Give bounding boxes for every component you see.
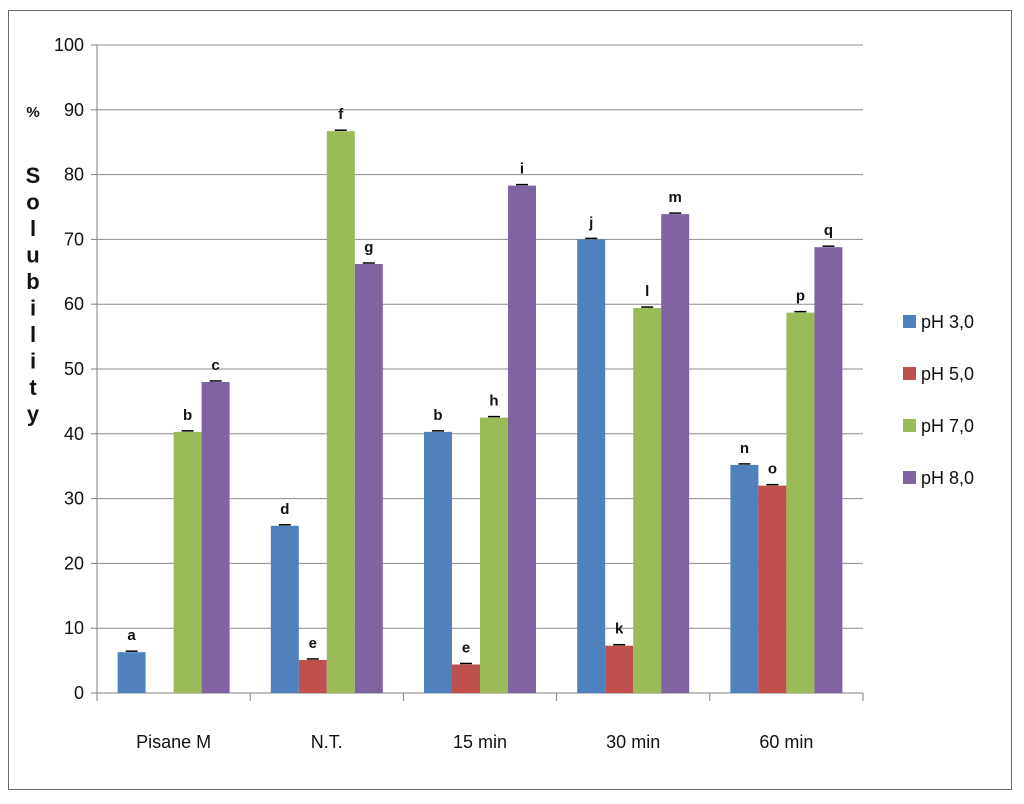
data-label: k <box>615 621 624 638</box>
data-label: e <box>462 639 470 656</box>
bar <box>354 264 383 693</box>
y-axis-label-char: o <box>26 190 39 215</box>
data-label: a <box>127 627 136 644</box>
bar <box>424 431 452 693</box>
y-axis-label-char: S <box>26 163 41 188</box>
bar <box>270 525 299 693</box>
x-category-label: 60 min <box>759 732 813 752</box>
y-axis-label-char: i <box>30 296 36 321</box>
y-tick-label: 80 <box>64 165 84 185</box>
x-category-label: Pisane M <box>136 732 211 752</box>
data-label: q <box>824 222 833 239</box>
legend-swatch <box>903 367 916 380</box>
legend-swatch <box>903 315 916 328</box>
y-tick-label: 40 <box>64 424 84 444</box>
data-label: e <box>309 635 317 652</box>
data-label: o <box>768 461 777 478</box>
bar <box>730 464 759 693</box>
legend-label: pH 3,0 <box>921 312 974 332</box>
bar <box>480 417 508 693</box>
y-tick-label: 50 <box>64 359 84 379</box>
bar <box>661 214 690 694</box>
data-label: i <box>520 161 524 178</box>
bar <box>452 664 480 693</box>
y-axis-label-char: y <box>27 402 40 427</box>
y-axis-unit: % <box>26 104 39 121</box>
y-axis-label-char: t <box>29 375 37 400</box>
bar <box>577 239 606 693</box>
x-category-label: N.T. <box>311 732 343 752</box>
data-label: b <box>433 407 442 424</box>
bar <box>633 308 662 693</box>
legend-swatch <box>903 419 916 432</box>
legend-label: pH 8,0 <box>921 468 974 488</box>
y-tick-label: 100 <box>54 35 84 55</box>
y-tick-label: 30 <box>64 489 84 509</box>
legend: pH 3,0 pH 5,0 pH 7,0 pH 8,0 <box>903 312 974 488</box>
bar <box>786 312 815 693</box>
legend-label: pH 7,0 <box>921 416 974 436</box>
data-label: c <box>211 357 219 374</box>
bar <box>117 652 146 693</box>
bar <box>758 485 787 693</box>
x-category-label: 15 min <box>453 732 507 752</box>
bar <box>814 247 843 693</box>
bar <box>201 381 230 693</box>
data-labels: a d b j n e e k o b f h l p c g i m q <box>127 106 833 656</box>
y-tick-label: 70 <box>64 229 84 249</box>
data-label: f <box>338 106 344 123</box>
bar <box>326 131 355 693</box>
bar <box>298 659 327 693</box>
y-axis-label-char: u <box>26 243 39 268</box>
y-tick-label: 90 <box>64 100 84 120</box>
data-label: p <box>796 288 805 305</box>
y-axis-label-char: i <box>30 349 36 374</box>
y-axis-label-char: l <box>30 322 36 347</box>
y-axis-label-char: b <box>26 269 39 294</box>
y-tick-label: 20 <box>64 553 84 573</box>
bar <box>508 185 536 693</box>
y-tick-label: 0 <box>74 683 84 703</box>
y-axis-label-char: l <box>30 216 36 241</box>
data-label: m <box>669 189 682 206</box>
bar <box>173 431 202 693</box>
data-label: n <box>740 440 749 457</box>
data-label: h <box>489 393 498 410</box>
bars <box>117 129 843 694</box>
data-label: b <box>183 407 192 424</box>
bar <box>605 645 634 693</box>
legend-swatch <box>903 471 916 484</box>
y-tick-label: 10 <box>64 618 84 638</box>
data-label: j <box>588 214 593 231</box>
y-tick-label: 60 <box>64 294 84 314</box>
data-label: g <box>364 239 373 256</box>
legend-label: pH 5,0 <box>921 364 974 384</box>
x-category-label: 30 min <box>606 732 660 752</box>
data-label: d <box>280 501 289 518</box>
axes: 0 10 20 30 40 50 60 70 80 90 100 Pisane M N.T. 15 min… <box>54 35 864 752</box>
data-label: l <box>645 283 649 300</box>
